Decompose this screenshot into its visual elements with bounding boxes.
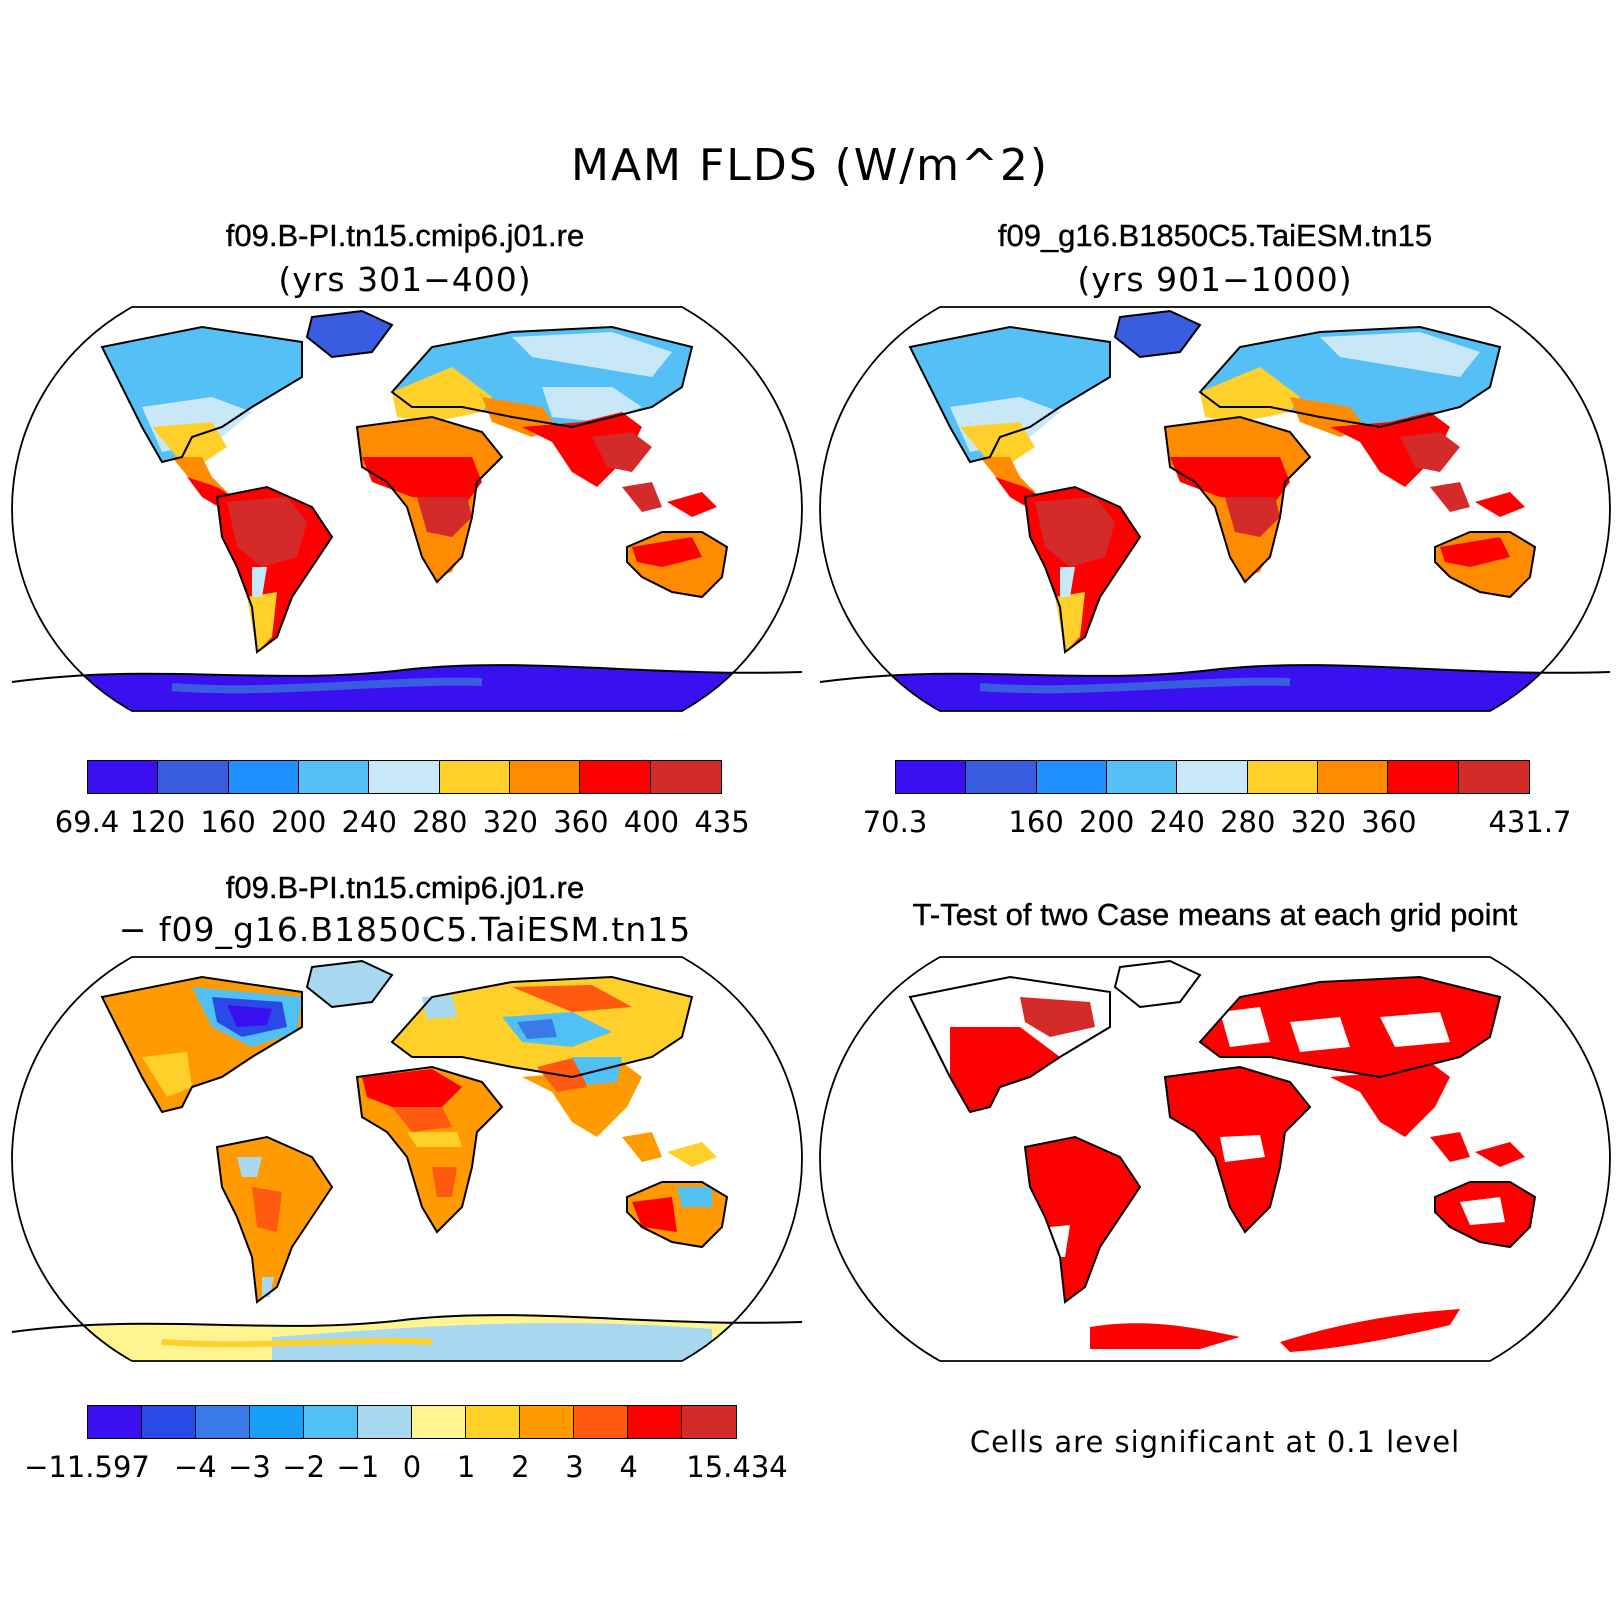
colorbar-tick-label: 240: [1149, 805, 1205, 839]
colorbar-swatch: [228, 761, 299, 793]
colorbar-swatch: [142, 1406, 196, 1438]
colorbar-tick-label: 70.3: [862, 805, 928, 839]
colorbar-swatch: [1247, 761, 1318, 793]
panel-title-top-right: f09_g16.B1850C5.TaiESM.tn15: [997, 218, 1433, 253]
panel-title-bottom-right: T-Test of two Case means at each grid po…: [912, 897, 1518, 932]
colorbar-tick-label: −3: [228, 1450, 271, 1484]
colorbar-tick-label: 400: [623, 805, 680, 839]
colorbar-top-right: [895, 760, 1530, 794]
colorbar-tick-label: 200: [1078, 805, 1135, 839]
colorbar-tick-label: 4: [619, 1450, 638, 1484]
colorbar-swatch: [1458, 761, 1529, 793]
colorbar-bottom-left: [87, 1405, 737, 1439]
colorbar-tick-label: 360: [1361, 805, 1417, 839]
colorbar-swatch: [250, 1406, 304, 1438]
colorbar-tick-label: 0: [402, 1450, 422, 1484]
colorbar-tick-label: 3: [565, 1450, 584, 1484]
colorbar-swatch: [509, 761, 581, 793]
map-bottom-right: [819, 956, 1611, 1362]
colorbar-swatch: [298, 761, 370, 793]
colorbar-tick-label: 280: [412, 805, 468, 839]
colorbar-swatch: [520, 1406, 574, 1438]
colorbar-swatch: [966, 761, 1037, 793]
colorbar-tick-label: 435: [694, 805, 750, 839]
colorbar-tick-label: 2: [511, 1450, 530, 1484]
colorbar-swatch: [1388, 761, 1459, 793]
colorbar-swatch: [358, 1406, 412, 1438]
colorbar-tick-label: 280: [1220, 805, 1276, 839]
significance-note: Cells are significant at 0.1 level: [969, 1425, 1461, 1459]
figure-title: MAM FLDS (W/m^2): [570, 140, 1049, 191]
panel-title-top-left: f09.B-PI.tn15.cmip6.j01.re: [225, 218, 585, 253]
colorbar-tick-label: 200: [270, 805, 327, 839]
map-top-right: [819, 306, 1611, 712]
colorbar-swatch: [1106, 761, 1178, 793]
colorbar-swatch: [580, 761, 651, 793]
colorbar-swatch: [466, 1406, 520, 1438]
colorbar-tick-label: 360: [553, 805, 609, 839]
colorbar-tick-label: 240: [341, 805, 397, 839]
colorbar-tick-label: 120: [129, 805, 186, 839]
colorbar-swatch: [88, 1406, 142, 1438]
colorbar-swatch: [88, 761, 159, 793]
colorbar-tick-label: −4: [173, 1450, 217, 1484]
colorbar-tick-label: 160: [200, 805, 256, 839]
panel-subtitle-bottom-left: − f09_g16.B1850C5.TaiESM.tn15: [118, 910, 692, 949]
colorbar-swatch: [650, 761, 721, 793]
colorbar-swatch: [158, 761, 229, 793]
colorbar-swatch: [896, 761, 967, 793]
colorbar-swatch: [1317, 761, 1389, 793]
colorbar-swatch: [1177, 761, 1248, 793]
panel-subtitle-top-right: (yrs 901−1000): [1077, 260, 1353, 299]
colorbar-swatch: [1036, 761, 1107, 793]
colorbar-tick-label: −11.597: [24, 1450, 150, 1484]
colorbar-tick-label: 69.4: [54, 805, 120, 839]
colorbar-swatch: [369, 761, 440, 793]
colorbar-tick-label: 320: [482, 805, 539, 839]
colorbar-tick-label: −1: [336, 1450, 380, 1484]
colorbar-swatch: [196, 1406, 250, 1438]
colorbar-tick-label: 1: [456, 1450, 476, 1484]
colorbar-top-left: [87, 760, 722, 794]
colorbar-swatch: [628, 1406, 682, 1438]
panel-title-bottom-left: f09.B-PI.tn15.cmip6.j01.re: [225, 870, 585, 905]
map-bottom-left: [11, 956, 803, 1362]
colorbar-tick-label: −2: [282, 1450, 326, 1484]
colorbar-tick-label: 320: [1290, 805, 1347, 839]
colorbar-swatch: [304, 1406, 358, 1438]
colorbar-swatch: [439, 761, 510, 793]
map-top-left: [11, 306, 803, 712]
colorbar-tick-label: 15.434: [686, 1450, 788, 1484]
colorbar-tick-label: 160: [1008, 805, 1064, 839]
colorbar-swatch: [574, 1406, 628, 1438]
colorbar-swatch: [682, 1406, 736, 1438]
colorbar-swatch: [412, 1406, 466, 1438]
panel-subtitle-top-left: (yrs 301−400): [278, 260, 532, 299]
colorbar-tick-label: 431.7: [1488, 805, 1572, 839]
